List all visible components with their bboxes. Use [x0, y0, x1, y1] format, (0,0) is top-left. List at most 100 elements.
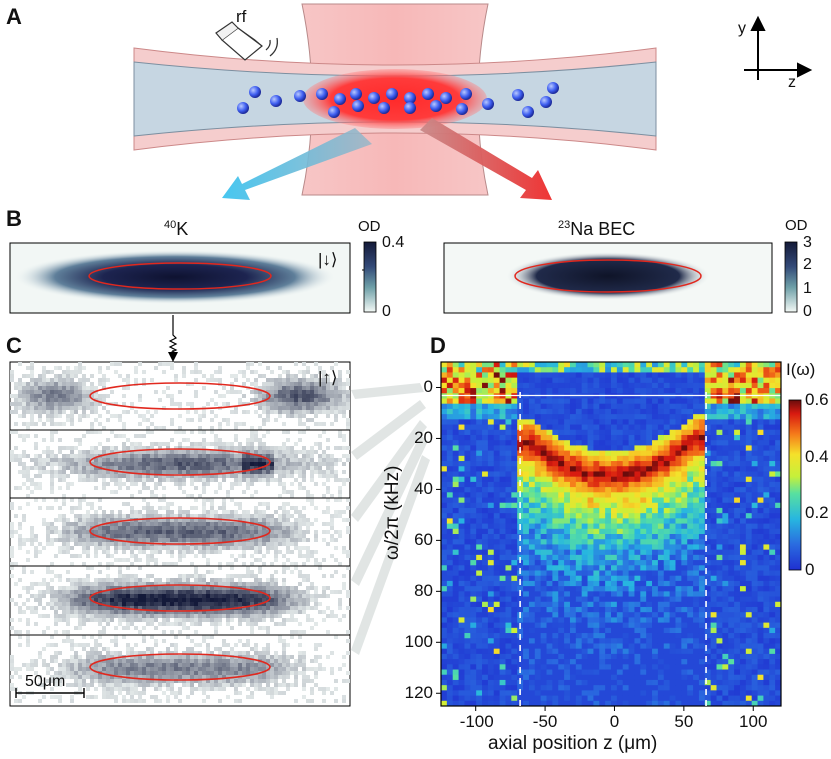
- c-strip-pixel: [250, 458, 254, 462]
- heatmap-cell: [476, 554, 483, 561]
- c-strip-pixel: [178, 506, 182, 510]
- c-strip-pixel: [74, 659, 78, 663]
- c-strip-pixel: [114, 530, 118, 534]
- c-strip-pixel: [210, 454, 214, 458]
- c-strip-pixel: [230, 390, 234, 394]
- c-strip-pixel: [226, 675, 230, 679]
- heatmap-cell: [458, 377, 465, 384]
- c-strip-pixel: [278, 402, 282, 406]
- c-strip-pixel: [86, 663, 90, 667]
- c-strip-pixel: [30, 606, 34, 610]
- c-strip-pixel: [70, 534, 74, 538]
- c-strip-pixel: [206, 510, 210, 514]
- heatmap-cell: [452, 528, 460, 535]
- c-strip-pixel: [210, 378, 214, 382]
- heatmap-cell: [446, 612, 454, 618]
- c-strip-pixel: [270, 586, 274, 590]
- c-strip-pixel: [26, 630, 30, 634]
- heatmap-cell: [511, 398, 518, 405]
- c-strip-pixel: [222, 522, 226, 526]
- c-strip-pixel: [98, 450, 102, 454]
- c-strip-pixel: [194, 598, 198, 602]
- c-strip-pixel: [334, 458, 338, 462]
- c-strip-pixel: [102, 478, 106, 482]
- c-strip-pixel: [222, 538, 226, 542]
- c-strip-pixel: [146, 683, 150, 687]
- c-strip-pixel: [194, 530, 198, 534]
- c-strip-pixel: [174, 450, 178, 454]
- c-strip-pixel: [186, 514, 190, 518]
- c-strip-pixel: [118, 610, 122, 614]
- c-strip-pixel: [94, 651, 98, 655]
- c-strip-pixel: [170, 691, 174, 695]
- c-strip-pixel: [242, 546, 246, 550]
- c-strip-pixel: [286, 490, 290, 494]
- c-strip-pixel: [214, 390, 218, 394]
- c-strip-pixel: [258, 462, 262, 466]
- c-strip-pixel: [238, 614, 242, 618]
- heatmap-cell: [458, 434, 465, 441]
- c-strip-pixel: [226, 542, 230, 546]
- c-strip-pixel: [162, 602, 166, 606]
- heatmap-cell: [482, 601, 489, 608]
- heatmap-cell: [487, 575, 495, 582]
- c-strip-pixel: [122, 695, 126, 699]
- c-strip-pixel: [254, 490, 258, 494]
- c-strip-pixel: [250, 671, 254, 675]
- c-strip-pixel: [106, 470, 110, 474]
- heatmap-cell: [476, 382, 483, 389]
- c-strip-pixel: [274, 390, 278, 394]
- c-strip-pixel: [66, 474, 70, 478]
- c-strip-pixel: [278, 386, 282, 390]
- c-strip-pixel: [210, 538, 214, 542]
- c-strip-pixel: [326, 586, 330, 590]
- c-strip-pixel: [50, 695, 54, 699]
- c-strip-pixel: [138, 699, 142, 703]
- c-strip-pixel: [74, 643, 78, 647]
- c-strip-pixel: [342, 574, 346, 578]
- c-strip-pixel: [286, 659, 290, 663]
- heatmap-cell: [470, 606, 477, 613]
- c-strip-pixel: [62, 530, 66, 534]
- c-strip-pixel: [254, 530, 258, 534]
- c-strip-pixel: [318, 566, 322, 570]
- c-strip-pixel: [38, 474, 42, 478]
- c-strip-pixel: [118, 362, 122, 366]
- c-strip-pixel: [322, 667, 326, 671]
- c-strip-pixel: [38, 699, 42, 703]
- c-strip-pixel: [258, 542, 262, 546]
- c-strip-pixel: [262, 663, 266, 667]
- c-strip-pixel: [210, 659, 214, 663]
- c-strip-pixel: [58, 550, 62, 554]
- c-strip-pixel: [310, 594, 314, 598]
- c-strip-pixel: [318, 442, 322, 446]
- c-strip-pixel: [234, 691, 238, 695]
- heatmap-cell: [505, 554, 512, 561]
- c-strip-pixel: [202, 578, 206, 582]
- c-strip-pixel: [202, 486, 206, 490]
- c-strip-pixel: [166, 586, 170, 590]
- c-strip-pixel: [294, 522, 298, 526]
- c-strip-pixel: [150, 422, 154, 426]
- heatmap-cell: [482, 424, 489, 431]
- c-strip-pixel: [142, 594, 146, 598]
- c-strip-pixel: [278, 382, 282, 386]
- c-strip-pixel: [270, 655, 274, 659]
- c-strip-pixel: [206, 663, 210, 667]
- c-strip-pixel: [306, 410, 310, 414]
- heatmap-cell: [446, 414, 454, 420]
- c-strip-pixel: [246, 522, 250, 526]
- c-strip-pixel: [194, 526, 198, 530]
- c-strip-pixel: [22, 386, 26, 390]
- c-strip-pixel: [246, 594, 250, 598]
- c-strip-pixel: [258, 426, 262, 430]
- heatmap-cell: [470, 659, 477, 665]
- c-strip-pixel: [130, 586, 134, 590]
- c-strip-pixel: [146, 667, 150, 671]
- c-strip-pixel: [222, 534, 226, 538]
- c-strip-pixel: [218, 667, 222, 671]
- c-strip-pixel: [186, 659, 190, 663]
- c-strip-pixel: [230, 446, 234, 450]
- c-strip-pixel: [146, 462, 150, 466]
- c-strip-pixel: [262, 398, 266, 402]
